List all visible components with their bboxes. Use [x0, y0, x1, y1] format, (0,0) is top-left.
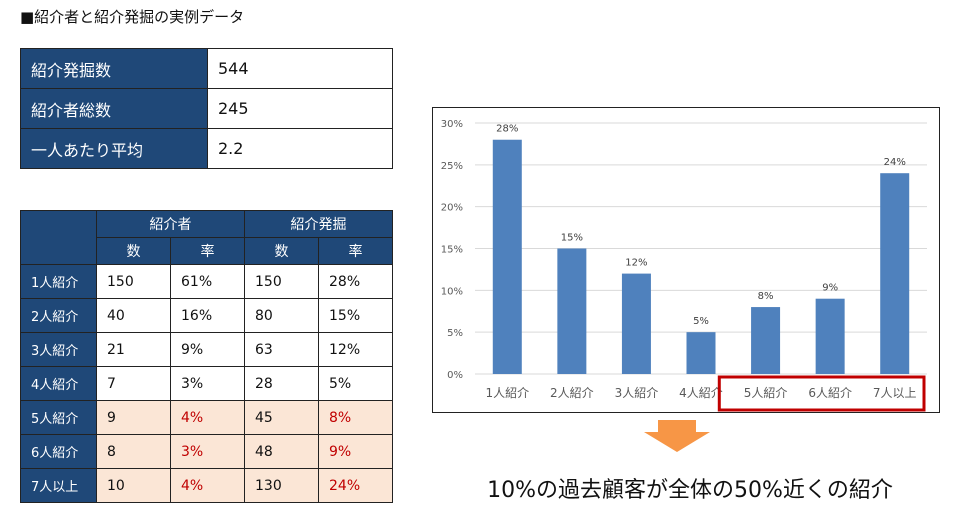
group-header: 紹介者	[96, 210, 245, 238]
summary-label: 紹介者総数	[20, 88, 208, 129]
table-cell: 7	[96, 366, 171, 401]
down-arrow-icon	[644, 420, 710, 456]
table-cell: 3%	[170, 434, 245, 469]
summary-value: 544	[207, 48, 393, 89]
y-tick-label: 20%	[441, 203, 463, 214]
summary-row: 一人あたり平均 2.2	[20, 128, 393, 169]
table-cell: 5%	[318, 366, 393, 401]
y-tick-label: 15%	[441, 245, 463, 256]
y-tick-label: 5%	[447, 328, 463, 339]
corner-cell	[20, 210, 97, 265]
table-row: 3人紹介 21 9% 63 12%	[20, 332, 393, 367]
x-tick-label: 3人紹介	[615, 386, 659, 400]
row-label: 1人紹介	[20, 264, 97, 299]
highlight-box	[717, 375, 926, 412]
bar	[492, 139, 522, 374]
table-cell: 9%	[170, 332, 245, 367]
row-label: 2人紹介	[20, 298, 97, 333]
table-cell: 61%	[170, 264, 245, 299]
data-label: 15%	[561, 233, 583, 244]
x-tick-label: 6人紹介	[808, 386, 852, 400]
table-row: 6人紹介 8 3% 48 9%	[20, 434, 393, 469]
sub-header: 率	[170, 237, 245, 265]
data-label: 5%	[693, 316, 709, 327]
summary-label: 紹介発掘数	[20, 48, 208, 89]
row-label: 7人以上	[20, 468, 97, 503]
table-cell: 24%	[318, 468, 393, 503]
y-tick-label: 30%	[441, 119, 463, 130]
bar	[621, 273, 651, 374]
bar	[815, 298, 845, 374]
table-row: 1人紹介 150 61% 150 28%	[20, 264, 393, 299]
x-tick-label: 1人紹介	[485, 386, 529, 400]
x-tick-label: 5人紹介	[744, 386, 788, 400]
bar	[751, 307, 781, 374]
summary-value: 245	[207, 88, 393, 129]
table-cell: 8	[96, 434, 171, 469]
group-header: 紹介発掘	[244, 210, 393, 238]
sub-header: 数	[244, 237, 319, 265]
row-label: 6人紹介	[20, 434, 97, 469]
y-tick-label: 10%	[441, 286, 463, 297]
table-cell: 63	[244, 332, 319, 367]
row-label: 4人紹介	[20, 366, 97, 401]
table-cell: 45	[244, 400, 319, 435]
data-label: 9%	[822, 283, 838, 294]
table-cell: 4%	[170, 468, 245, 503]
data-label: 24%	[884, 157, 906, 168]
table-cell: 8%	[318, 400, 393, 435]
row-label: 5人紹介	[20, 400, 97, 435]
bar	[557, 248, 587, 374]
table-cell: 10	[96, 468, 171, 503]
table-cell: 130	[244, 468, 319, 503]
table-cell: 9%	[318, 434, 393, 469]
page-title: ■紹介者と紹介発掘の実例データ	[20, 8, 245, 26]
bar	[686, 332, 716, 374]
table-cell: 12%	[318, 332, 393, 367]
table-cell: 21	[96, 332, 171, 367]
table-cell: 40	[96, 298, 171, 333]
bar	[880, 173, 910, 374]
table-cell: 150	[244, 264, 319, 299]
table-cell: 9	[96, 400, 171, 435]
table-row: 5人紹介 9 4% 45 8%	[20, 400, 393, 435]
conclusion-caption: 10%の過去顧客が全体の50%近くの紹介	[487, 478, 893, 503]
table-cell: 48	[244, 434, 319, 469]
breakdown-table: 紹介者 紹介発掘 数 率 数 率 1人紹介 150 61% 150 28% 2人紹介 40 1…	[20, 210, 393, 503]
table-row: 7人以上 10 4% 130 24%	[20, 468, 393, 503]
chart-svg: 0% 5% 10% 15% 20% 25% 30% 28% 1人紹介 15% 2人紹介 12% 3人紹介…	[441, 119, 927, 412]
table-row: 4人紹介 7 3% 28 5%	[20, 366, 393, 401]
table-row: 2人紹介 40 16% 80 15%	[20, 298, 393, 333]
sub-header: 数	[96, 237, 171, 265]
table-cell: 28	[244, 366, 319, 401]
bar-chart: 0% 5% 10% 15% 20% 25% 30% 28% 1人紹介 15% 2人紹介 12% 3人紹介…	[432, 107, 940, 413]
data-label: 12%	[625, 258, 647, 269]
data-label: 28%	[496, 124, 518, 135]
table-cell: 16%	[170, 298, 245, 333]
table-cell: 28%	[318, 264, 393, 299]
x-tick-label: 7人以上	[873, 386, 917, 400]
y-tick-label: 25%	[441, 161, 463, 172]
summary-table: 紹介発掘数 544 紹介者総数 245 一人あたり平均 2.2	[20, 48, 393, 169]
table-cell: 150	[96, 264, 171, 299]
table-cell: 15%	[318, 298, 393, 333]
summary-value: 2.2	[207, 128, 393, 169]
sub-header: 率	[318, 237, 393, 265]
table-cell: 4%	[170, 400, 245, 435]
x-tick-label: 4人紹介	[679, 386, 723, 400]
x-tick-label: 2人紹介	[550, 386, 594, 400]
data-label: 8%	[758, 291, 774, 302]
table-cell: 80	[244, 298, 319, 333]
row-label: 3人紹介	[20, 332, 97, 367]
summary-row: 紹介発掘数 544	[20, 48, 393, 89]
table-cell: 3%	[170, 366, 245, 401]
summary-label: 一人あたり平均	[20, 128, 208, 169]
y-tick-label: 0%	[447, 370, 463, 381]
summary-row: 紹介者総数 245	[20, 88, 393, 129]
